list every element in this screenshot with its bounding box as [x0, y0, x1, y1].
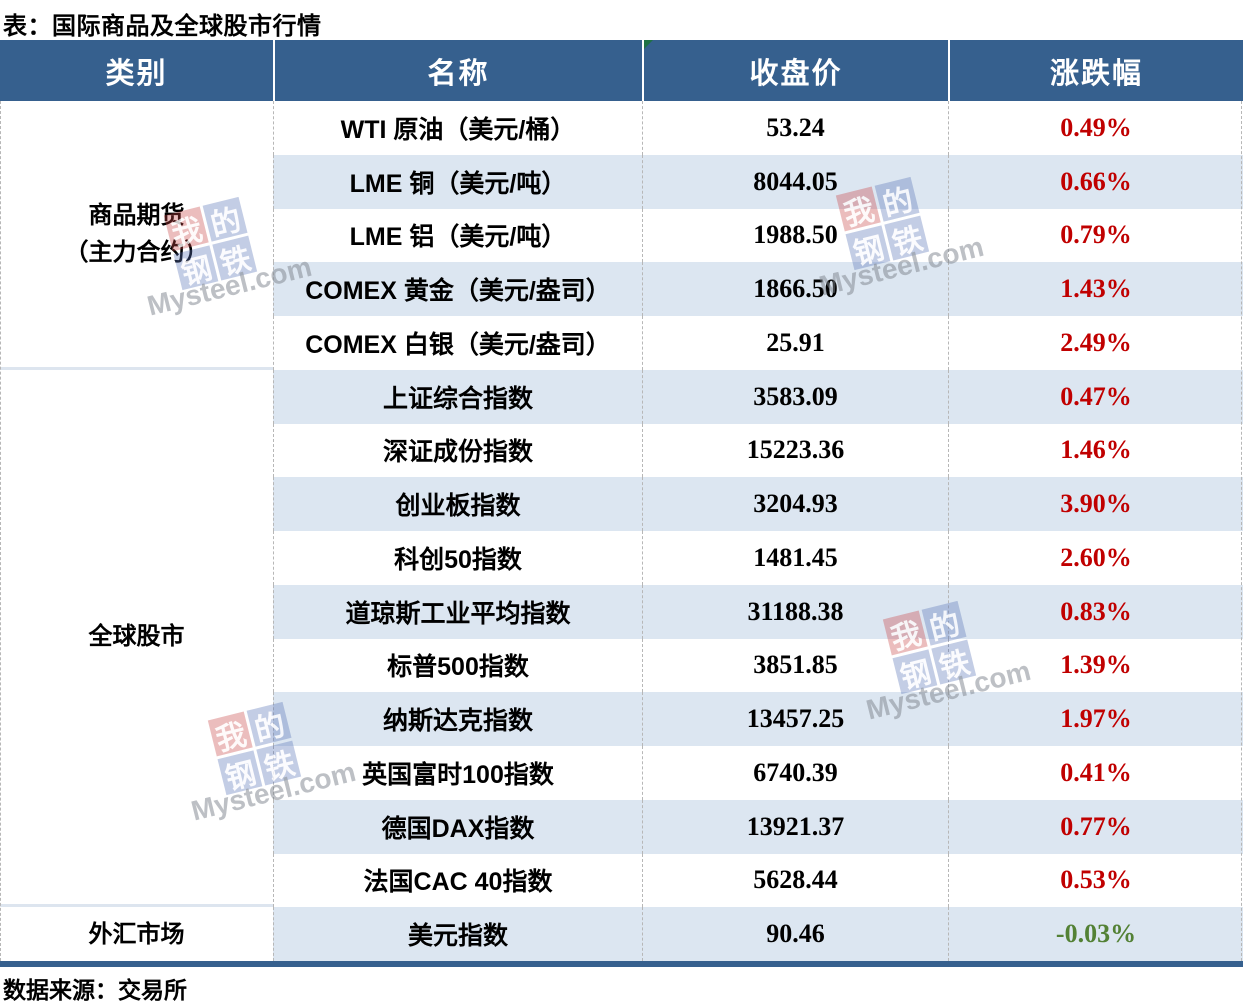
close-cell: 6740.39 — [642, 746, 948, 800]
page-title: 表：国际商品及全球股市行情 — [3, 13, 322, 40]
name-cell: COMEX 白银（美元/盎司） — [273, 316, 642, 370]
header-name-label: 名称 — [427, 57, 490, 90]
change-cell: 0.66% — [948, 154, 1243, 209]
change-cell: 1.97% — [948, 692, 1243, 746]
header-close-label: 收盘价 — [749, 57, 843, 90]
close-cell: 1988.50 — [642, 208, 948, 263]
close-cell: 90.46 — [642, 907, 948, 961]
table-grid: 类别 名称 收盘价 涨跌幅 商品期货 （主力合约） WTI 原油（美元/桶） 53.2… — [0, 40, 1243, 961]
change-cell: 1.43% — [948, 262, 1243, 316]
table-right-edge-divider — [1241, 101, 1242, 961]
name-cell: 创业板指数 — [273, 477, 642, 531]
change-cell: 0.47% — [948, 369, 1243, 424]
cell-corner-marker — [644, 40, 653, 49]
close-cell: 8044.05 — [642, 154, 948, 209]
close-cell: 3204.93 — [642, 477, 948, 531]
name-cell: COMEX 黄金（美元/盎司） — [273, 262, 642, 316]
category-cell: 外汇市场 — [0, 907, 273, 961]
close-cell: 5628.44 — [642, 853, 948, 908]
change-cell: 0.83% — [948, 584, 1243, 639]
close-cell: 1866.50 — [642, 262, 948, 316]
change-cell: 2.60% — [948, 531, 1243, 585]
source-note: 数据来源：交易所 — [3, 977, 187, 1003]
category-label-line: 商品期货 — [88, 201, 185, 229]
name-cell: LME 铜（美元/吨） — [273, 154, 642, 209]
category-cell: 全球股市 — [0, 369, 273, 908]
header-category-label: 类别 — [105, 57, 168, 90]
bottom-bar — [0, 961, 1243, 967]
name-cell: 标普500指数 — [273, 638, 642, 693]
category-label-line: 全球股市 — [88, 623, 185, 651]
change-cell: 1.39% — [948, 638, 1243, 693]
name-cell: 上证综合指数 — [273, 369, 642, 424]
table-left-edge-divider — [0, 101, 1, 961]
change-cell: 1.46% — [948, 423, 1243, 478]
header-change-label: 涨跌幅 — [1049, 57, 1143, 90]
header-cell-close: 收盘价 — [642, 40, 948, 101]
table: 类别 名称 收盘价 涨跌幅 商品期货 （主力合约） WTI 原油（美元/桶） 53.2… — [0, 40, 1243, 961]
name-cell: LME 铝（美元/吨） — [273, 208, 642, 263]
close-cell: 13921.37 — [642, 799, 948, 854]
close-cell: 13457.25 — [642, 692, 948, 746]
name-cell: WTI 原油（美元/桶） — [273, 101, 642, 155]
change-cell: 3.90% — [948, 477, 1243, 531]
name-cell: 科创50指数 — [273, 531, 642, 585]
category-cell: 商品期货 （主力合约） — [0, 101, 273, 370]
name-cell: 英国富时100指数 — [273, 746, 642, 800]
name-cell: 纳斯达克指数 — [273, 692, 642, 746]
name-cell: 道琼斯工业平均指数 — [273, 584, 642, 639]
name-cell: 德国DAX指数 — [273, 799, 642, 854]
name-cell: 美元指数 — [273, 907, 642, 961]
change-cell: 0.53% — [948, 853, 1243, 908]
change-cell: 2.49% — [948, 316, 1243, 370]
close-cell: 31188.38 — [642, 584, 948, 639]
change-cell: 0.77% — [948, 799, 1243, 854]
change-cell: 0.41% — [948, 746, 1243, 800]
change-cell: 0.49% — [948, 101, 1243, 155]
category-label-line: 外汇市场 — [88, 920, 185, 948]
close-cell: 53.24 — [642, 101, 948, 155]
header-cell-name: 名称 — [273, 40, 642, 101]
close-cell: 1481.45 — [642, 531, 948, 585]
name-cell: 法国CAC 40指数 — [273, 853, 642, 908]
close-cell: 15223.36 — [642, 423, 948, 478]
name-cell: 深证成份指数 — [273, 423, 642, 478]
close-cell: 3851.85 — [642, 638, 948, 693]
change-cell: -0.03% — [948, 907, 1243, 961]
header-cell-change: 涨跌幅 — [948, 40, 1243, 101]
close-cell: 25.91 — [642, 316, 948, 370]
header-cell-category: 类别 — [0, 40, 273, 101]
change-cell: 0.79% — [948, 208, 1243, 263]
category-label-line: （主力合约） — [64, 238, 209, 266]
close-cell: 3583.09 — [642, 369, 948, 424]
